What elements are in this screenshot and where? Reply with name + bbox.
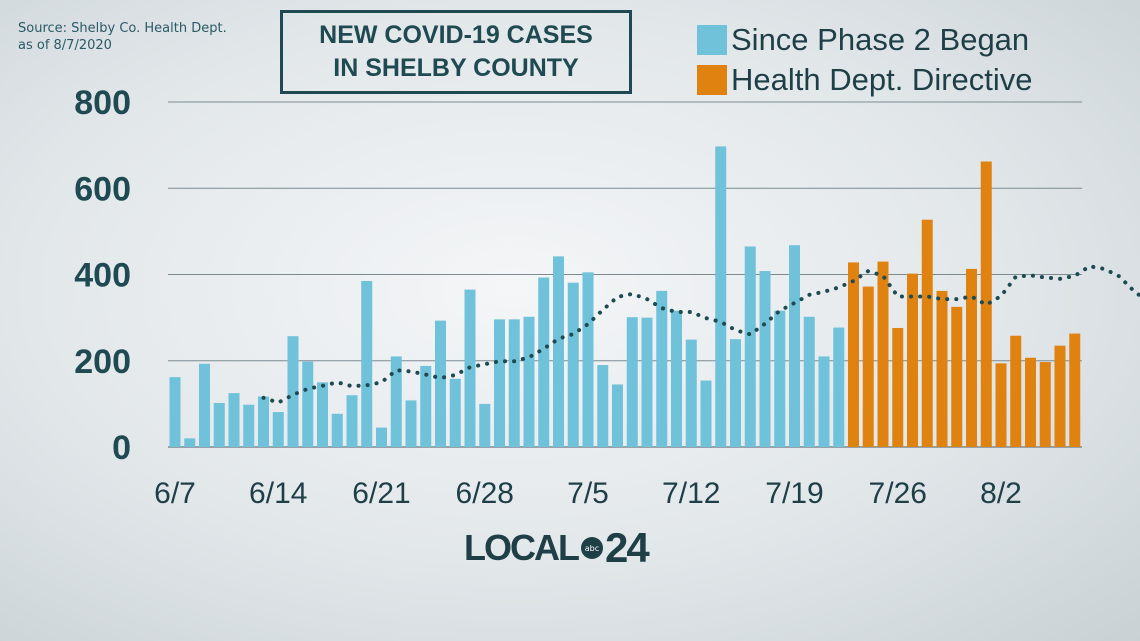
x-tick-label: 7/26: [869, 477, 927, 510]
bar: [951, 306, 963, 447]
bar: [700, 380, 712, 447]
bar: [626, 317, 638, 447]
bar: [228, 393, 240, 447]
bar: [641, 317, 653, 447]
x-tick-label: 6/21: [352, 477, 410, 510]
y-tick-label: 400: [74, 257, 131, 295]
bar: [1010, 335, 1022, 447]
bar: [331, 413, 343, 447]
chart-title: NEW COVID-19 CASES IN SHELBY COUNTY: [280, 10, 632, 94]
bar: [759, 271, 771, 447]
bar: [1054, 345, 1066, 447]
bar: [390, 356, 402, 447]
bar: [966, 268, 977, 447]
bar: [656, 290, 668, 447]
bar: [169, 377, 181, 447]
bar: [523, 316, 535, 447]
bar: [184, 438, 196, 447]
bar: [862, 286, 874, 447]
legend-item-phase2: Since Phase 2 Began: [697, 20, 1033, 60]
bar: [612, 384, 623, 447]
legend-item-directive: Health Dept. Directive: [697, 60, 1033, 100]
bar: [213, 403, 225, 447]
bar: [1069, 333, 1081, 447]
title-line-1: NEW COVID-19 CASES: [319, 21, 593, 49]
logo-text: LOCAL: [464, 527, 580, 568]
bar: [921, 219, 933, 447]
y-tick-label: 800: [74, 84, 131, 122]
bar: [980, 161, 992, 447]
bar: [995, 363, 1007, 447]
x-tick-label: 8/2: [980, 477, 1022, 510]
bar: [302, 361, 314, 447]
bar: [449, 378, 461, 447]
bar: [317, 382, 328, 447]
bar: [494, 319, 505, 447]
bar: [420, 365, 432, 447]
bar: [892, 327, 904, 447]
bar: [818, 356, 830, 447]
bar: [199, 363, 210, 447]
bar: [346, 395, 358, 447]
bar: [538, 277, 550, 447]
bar: [730, 339, 741, 447]
bar: [287, 336, 299, 447]
legend-label-phase2: Since Phase 2 Began: [731, 22, 1030, 57]
local24-logo: LOCAL abc 24: [464, 524, 650, 571]
bar: [582, 272, 594, 447]
source-note: Source: Shelby Co. Health Dept. as of 8/…: [18, 20, 248, 54]
bar: [685, 339, 697, 447]
logo-number: 24: [604, 524, 650, 571]
legend-swatch-phase2: [697, 25, 727, 55]
x-tick-label: 7/12: [662, 477, 720, 510]
bar: [833, 327, 845, 447]
bar: [1039, 362, 1051, 447]
y-tick-label: 0: [112, 429, 131, 467]
bar: [553, 256, 564, 447]
bar: [1025, 357, 1036, 447]
x-tick-label: 7/19: [765, 477, 823, 510]
bar: [774, 310, 786, 447]
bar: [877, 261, 889, 447]
bar: [671, 310, 682, 447]
bar: [567, 282, 579, 447]
x-tick-label: 6/14: [249, 477, 307, 510]
legend-label-directive: Health Dept. Directive: [731, 62, 1033, 97]
bar: [272, 412, 284, 447]
bar: [744, 246, 756, 447]
x-tick-label: 7/5: [567, 477, 609, 510]
bar: [376, 427, 387, 447]
bar: [597, 365, 609, 447]
legend-swatch-directive: [697, 65, 727, 95]
x-tick-label: 6/28: [456, 477, 514, 510]
x-tick-label: 6/7: [154, 477, 196, 510]
bar: [848, 262, 859, 447]
y-tick-label: 600: [74, 170, 131, 208]
y-tick-label: 200: [74, 343, 131, 381]
abc-badge-icon: abc: [580, 537, 603, 559]
bar: [361, 280, 373, 447]
title-line-2: IN SHELBY COUNTY: [333, 54, 579, 82]
legend: Since Phase 2 Began Health Dept. Directi…: [697, 20, 1033, 100]
source-date: as of 8/7/2020: [18, 38, 112, 53]
bar: [508, 319, 520, 447]
bar: [258, 396, 269, 447]
bar: [405, 400, 417, 447]
bar: [907, 273, 918, 447]
bar: [789, 245, 800, 447]
bar: [803, 316, 815, 447]
bar: [715, 146, 727, 447]
source-line: Source: Shelby Co. Health Dept.: [18, 21, 227, 36]
bar: [243, 404, 255, 447]
bar: [435, 320, 446, 447]
bar: [936, 290, 948, 447]
bar: [479, 403, 491, 447]
